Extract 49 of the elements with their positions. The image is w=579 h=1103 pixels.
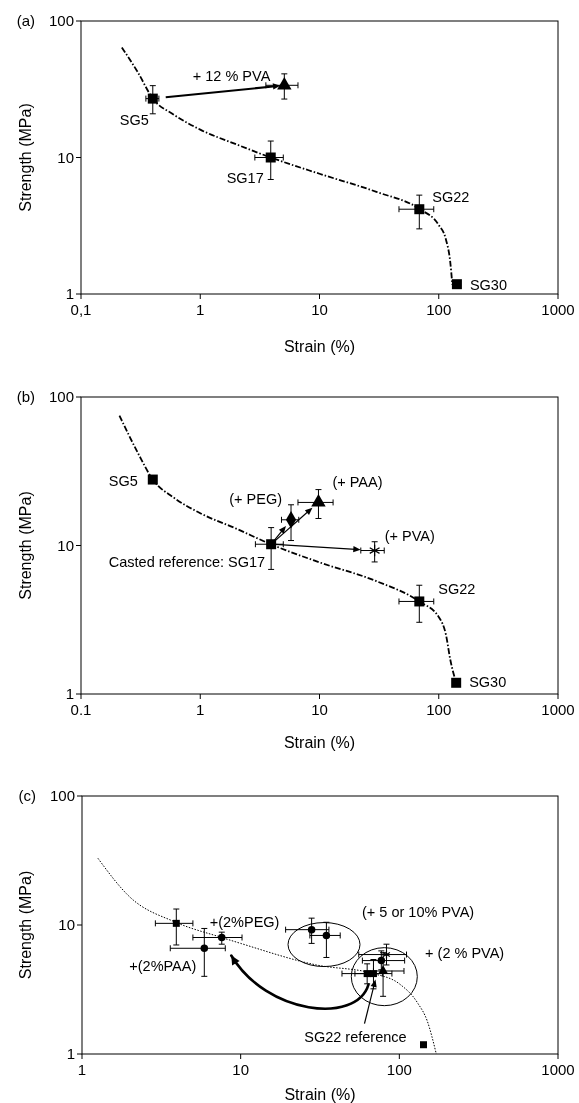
series-label: SG30	[469, 277, 507, 294]
series-label: SG22	[432, 189, 470, 206]
x-axis-title: Strain (%)	[283, 734, 356, 751]
x-tick-label: 1000	[541, 701, 575, 718]
series-label: +(2%PEG)	[209, 913, 280, 930]
series-label: (+ PAA)	[332, 474, 383, 491]
y-tick-label: 1	[65, 285, 74, 302]
chart-title: (c)	[18, 787, 36, 804]
series-label: SG17	[226, 169, 264, 186]
x-tick-label: 10	[311, 301, 328, 318]
y-tick-label: 10	[57, 148, 74, 166]
legend-label: + 12 % PVA	[192, 68, 271, 85]
x-tick-label: 1000	[541, 301, 575, 318]
x-tick-label: 100	[426, 301, 452, 318]
y-axis-title: Strength (MPa)	[17, 103, 34, 212]
x-tick-label: 0.1	[70, 701, 92, 718]
y-tick-label: 100	[48, 12, 74, 29]
y-tick-label: 1	[66, 1045, 75, 1062]
y-tick-label: 1	[65, 685, 74, 702]
y-axis-title: Strength (MPa)	[17, 491, 34, 600]
x-tick-label: 1	[77, 1061, 87, 1078]
x-tick-label: 100	[386, 1061, 412, 1078]
y-tick-label: 100	[48, 388, 74, 405]
y-tick-label: 10	[57, 536, 74, 554]
x-tick-label: 1000	[541, 1061, 575, 1078]
series-label: SG22	[438, 581, 476, 598]
series-label: (+ PVA)	[384, 527, 435, 544]
x-tick-label: 10	[232, 1061, 250, 1078]
x-tick-label: 1	[196, 301, 205, 318]
y-axis-title: Strength (MPa)	[17, 870, 34, 980]
x-axis-title: Strain (%)	[283, 338, 356, 355]
text: + (2 % PVA)	[425, 944, 505, 961]
series-label: +(2%PAA)	[129, 958, 197, 975]
x-tick-label: 0,1	[70, 301, 92, 318]
x-tick-label: 100	[426, 701, 452, 718]
y-tick-label: 100	[49, 787, 75, 804]
series-label: SG5	[119, 111, 149, 128]
text: SG22 reference	[304, 1028, 407, 1045]
annotation: (+ 5 or 10% PVA)	[362, 904, 475, 920]
series-label: SG30	[469, 673, 507, 690]
chart-title: (b)	[16, 388, 35, 405]
x-tick-label: 1	[196, 701, 205, 718]
y-tick-label: 10	[58, 916, 75, 933]
chart-title: (a)	[16, 12, 35, 29]
x-tick-label: 10	[311, 701, 328, 718]
legend-label: Casted reference: SG17	[108, 554, 266, 571]
series-label: (+ PEG)	[229, 490, 283, 507]
x-axis-title: Strain (%)	[284, 1086, 356, 1103]
series-label: SG5	[108, 472, 138, 489]
